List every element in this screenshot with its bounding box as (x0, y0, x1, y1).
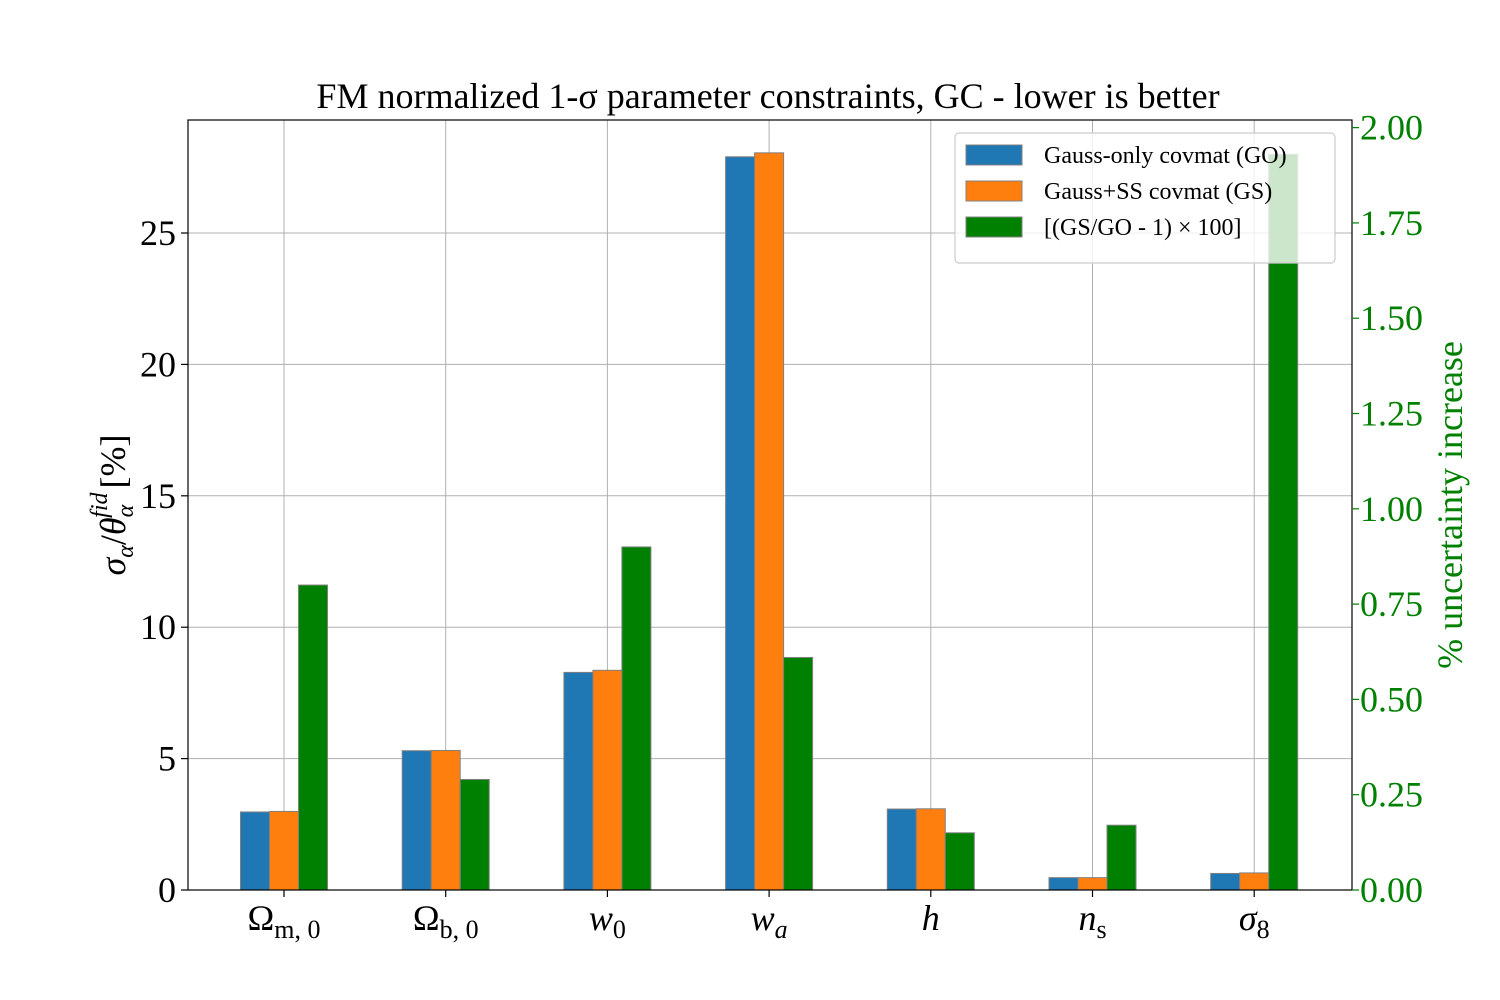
x-tick-label: Ωm, 0 (248, 898, 321, 944)
right-tick-label: 0.00 (1360, 870, 1423, 910)
right-tick-label: 0.75 (1360, 584, 1423, 624)
bar-gauss-only (563, 671, 594, 891)
legend-label: Gauss+SS covmat (GS) (1044, 179, 1272, 205)
bar-pct-increase (783, 656, 814, 891)
left-tick-label: 5 (158, 739, 176, 779)
bar-gauss-only (1048, 877, 1079, 891)
right-tick-label: 1.75 (1360, 203, 1423, 243)
bar-gauss-ss (1239, 872, 1270, 891)
bars (240, 152, 1299, 891)
bar-gauss-ss (592, 669, 623, 891)
right-tick-label: 2.00 (1360, 108, 1423, 148)
legend-label: Gauss-only covmat (GO) (1044, 143, 1287, 169)
bar-gauss-only (725, 156, 756, 891)
chart-title: FM normalized 1-σ parameter constraints,… (316, 76, 1219, 116)
x-tick-label: ns (1078, 898, 1106, 944)
x-tick-label: wa (751, 898, 788, 944)
bar-gauss-only (886, 808, 917, 891)
bar-gauss-ss (915, 808, 946, 891)
bar-gauss-ss (269, 810, 299, 891)
right-y-axis: 0.00 0.25 0.50 0.75 1.00 1.25 1.50 1.75 2.00 (1352, 108, 1423, 910)
x-tick-label: σ8 (1239, 898, 1270, 944)
legend-frame (954, 132, 1336, 264)
right-tick-label: 1.25 (1360, 394, 1423, 434)
x-axis: Ωm, 0 Ωb, 0 w0 wa h ns σ8 (248, 890, 1270, 944)
bar-gauss-ss (754, 152, 785, 891)
right-y-axis-label: % uncertainty increase (1430, 341, 1470, 669)
bar-gauss-only (1210, 872, 1241, 891)
bar-pct-increase (459, 778, 490, 891)
left-tick-label: 20 (140, 344, 176, 384)
bar-gauss-ss (1077, 877, 1108, 891)
bar-gauss-ss (430, 749, 461, 891)
left-y-axis-label: σα/θαfid[%] (87, 435, 139, 576)
bar-gauss-only (401, 750, 432, 891)
right-tick-label: 1.50 (1360, 298, 1423, 338)
left-y-axis: 0 5 10 15 20 25 (140, 213, 188, 910)
legend: Gauss-only covmat (GO) Gauss+SS covmat (G… (954, 132, 1336, 264)
legend-swatch (965, 144, 1023, 166)
plot-frame (187, 119, 1353, 891)
bar-pct-increase (1106, 824, 1137, 891)
bar-pct-increase (621, 546, 652, 891)
x-tick-label: h (922, 898, 940, 938)
legend-swatch (965, 216, 1023, 238)
right-tick-label: 0.50 (1360, 679, 1423, 719)
left-tick-label: 25 (140, 213, 176, 253)
right-tick-label: 1.00 (1360, 489, 1423, 529)
bar-pct-increase (944, 832, 975, 891)
bar-gauss-only (240, 811, 270, 891)
x-tick-label: Ωb, 0 (413, 898, 479, 944)
right-tick-label: 0.25 (1360, 775, 1423, 815)
legend-label: [(GS/GO - 1) × 100] (1044, 215, 1242, 241)
bar-pct-increase (1268, 153, 1299, 891)
left-tick-label: 15 (140, 476, 176, 516)
left-tick-label: 0 (158, 870, 176, 910)
bar-pct-increase (298, 584, 328, 891)
left-tick-label: 10 (140, 607, 176, 647)
x-tick-label: w0 (589, 898, 626, 944)
legend-swatch (965, 180, 1023, 202)
